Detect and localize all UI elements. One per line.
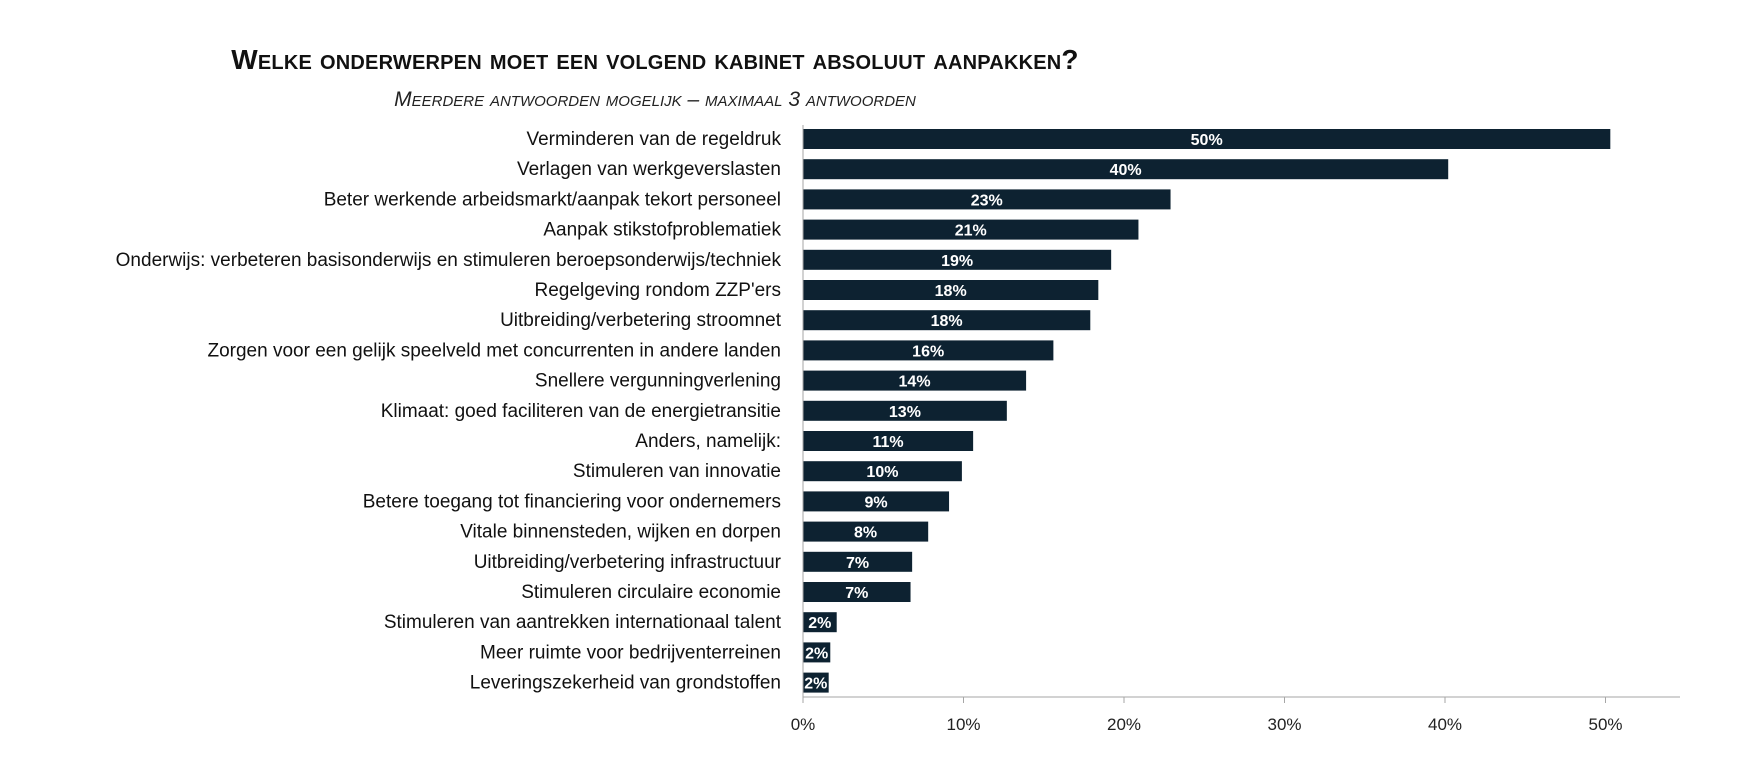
category-label: Betere toegang tot financiering voor ond…: [363, 491, 781, 512]
bar-data-label: 8%: [854, 525, 877, 542]
category-label: Uitbreiding/verbetering stroomnet: [500, 310, 782, 331]
bar-data-label: 14%: [899, 374, 931, 391]
bar-data-label: 2%: [805, 645, 828, 662]
bar-data-label: 40%: [1110, 162, 1142, 179]
bar: [803, 340, 1054, 361]
bar: [803, 461, 962, 482]
category-label: Stimuleren van aantrekken internationaal…: [384, 612, 782, 633]
bar-data-label: 11%: [872, 434, 903, 451]
bar: [803, 159, 1449, 180]
bar: [803, 612, 837, 633]
bar: [803, 219, 1139, 240]
bar-data-label: 18%: [935, 283, 967, 300]
bar: [803, 400, 1007, 421]
category-label: Uitbreiding/verbetering infrastructuur: [474, 552, 782, 573]
category-label: Beter werkende arbeidsmarkt/aanpak tekor…: [324, 189, 781, 210]
bar: [803, 431, 974, 451]
category-label: Stimuleren van innovatie: [573, 461, 781, 482]
bar-data-label: 7%: [845, 585, 868, 602]
bar: [803, 129, 1611, 149]
category-label: Aanpak stikstofproblematiek: [543, 220, 781, 241]
bar: [803, 642, 831, 663]
bar-data-label: 7%: [846, 555, 869, 572]
category-label: Klimaat: goed faciliteren van de energie…: [381, 401, 781, 422]
bar: [803, 491, 950, 512]
bar-data-label: 21%: [955, 223, 987, 240]
chart-title: Welke onderwerpen moet een volgend kabin…: [231, 44, 1079, 75]
bar-data-label: 2%: [804, 676, 827, 693]
category-label: Regelgeving rondom ZZP'ers: [534, 280, 781, 301]
category-label: Zorgen voor een gelijk speelveld met con…: [207, 340, 781, 361]
category-label: Snellere vergunningverlening: [535, 371, 781, 392]
chart-subtitle: Meerdere antwoorden mogelijk – maximaal …: [394, 88, 916, 111]
x-tick-label: 30%: [1267, 715, 1301, 734]
bar: [803, 370, 1027, 391]
bar-data-label: 2%: [808, 615, 831, 632]
bar: [803, 551, 913, 572]
x-tick-label: 50%: [1588, 715, 1622, 734]
bar: [803, 521, 929, 542]
x-tick-label: 20%: [1107, 715, 1141, 734]
category-label: Verminderen van de regeldruk: [526, 129, 781, 150]
x-tick-label: 40%: [1428, 715, 1462, 734]
bar-data-label: 13%: [889, 404, 921, 421]
category-label: Anders, namelijk:: [635, 431, 781, 452]
bar-data-label: 16%: [912, 343, 944, 360]
x-tick-label: 0%: [791, 715, 816, 734]
bar: [803, 672, 829, 693]
bar: [803, 189, 1171, 210]
bar: [803, 249, 1112, 270]
bar-data-label: 19%: [941, 253, 973, 270]
bar: [803, 280, 1099, 300]
bar-data-label: 9%: [864, 494, 887, 511]
category-label: Verlagen van werkgeverslasten: [517, 159, 781, 180]
category-label: Vitale binnensteden, wijken en dorpen: [460, 522, 781, 543]
category-label: Onderwijs: verbeteren basisonderwijs en …: [116, 250, 782, 271]
category-label: Meer ruimte voor bedrijventerreinen: [480, 642, 781, 663]
bar-data-label: 10%: [866, 464, 898, 481]
category-label: Leveringszekerheid van grondstoffen: [470, 673, 781, 694]
bar-data-label: 18%: [931, 313, 963, 330]
bar: [803, 582, 911, 602]
x-tick-label: 10%: [946, 715, 980, 734]
bar-data-label: 23%: [971, 192, 1003, 209]
category-label: Stimuleren circulaire economie: [521, 582, 781, 603]
bar-data-label: 50%: [1191, 132, 1223, 149]
bar: [803, 310, 1091, 331]
